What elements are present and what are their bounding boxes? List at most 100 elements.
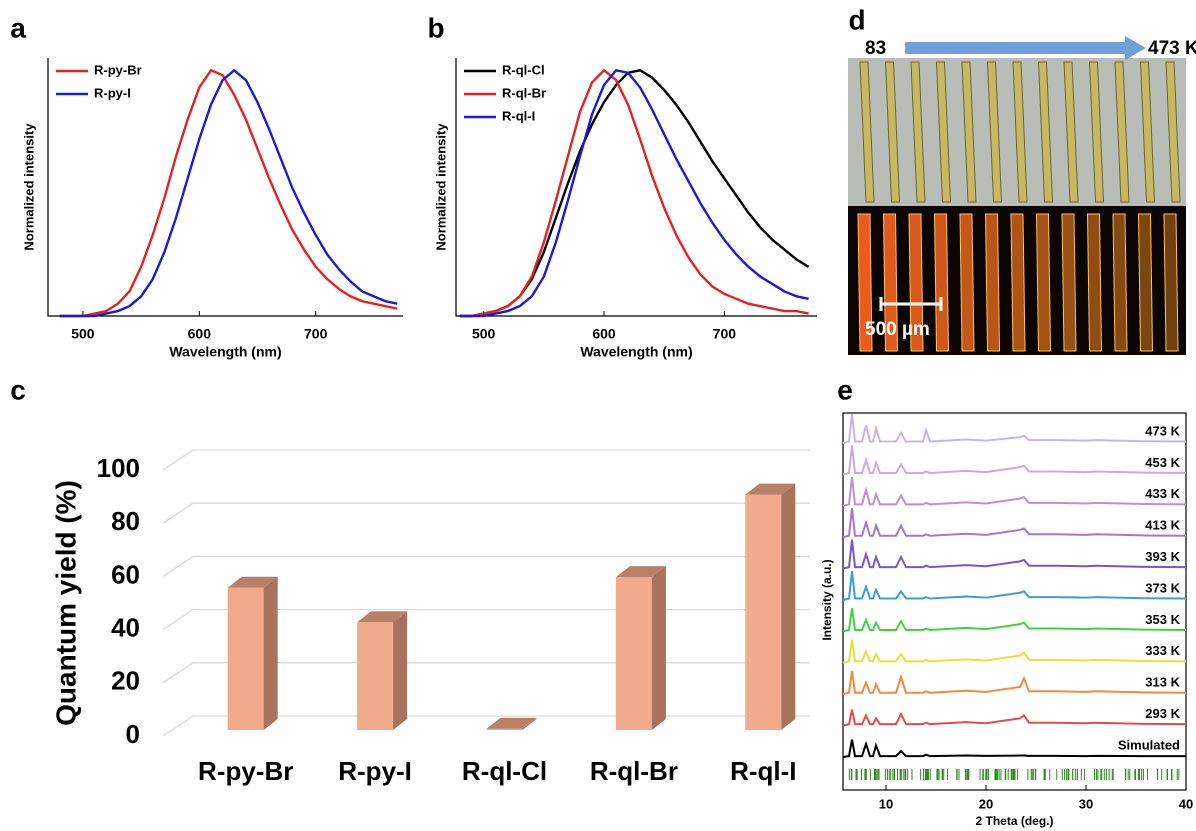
grid-line bbox=[162, 449, 810, 471]
crystal-rod bbox=[1088, 61, 1105, 203]
bar-side bbox=[522, 717, 537, 730]
y-axis-label: Normalized intensity bbox=[21, 123, 36, 251]
panel-label: d bbox=[848, 4, 865, 35]
annotation: 500 µm bbox=[865, 319, 930, 340]
y-tick-label: 20 bbox=[111, 666, 140, 696]
crystal-rod-glow bbox=[1163, 213, 1179, 352]
grid-line bbox=[162, 555, 810, 577]
y-tick-label: 80 bbox=[111, 506, 140, 536]
grid-line bbox=[162, 662, 810, 684]
bar bbox=[615, 577, 652, 730]
legend-label: R-ql-Br bbox=[502, 85, 546, 100]
series-line bbox=[459, 69, 809, 318]
x-tick-label: 600 bbox=[592, 326, 616, 342]
y-tick-label: 60 bbox=[111, 559, 140, 589]
crystal-rod bbox=[986, 61, 1003, 203]
crystal-rod-glow bbox=[1010, 213, 1026, 352]
axes bbox=[455, 58, 817, 317]
series-line bbox=[59, 69, 398, 318]
plot-frame bbox=[842, 412, 1187, 791]
bar-top bbox=[357, 611, 408, 623]
pattern-label: 413 K bbox=[1145, 518, 1180, 533]
photo bbox=[848, 58, 1186, 355]
bar bbox=[227, 587, 264, 730]
bar-side bbox=[263, 576, 278, 730]
pattern-label: 333 K bbox=[1145, 643, 1180, 658]
pattern-line bbox=[842, 539, 1187, 570]
crystal-rod-glow bbox=[1112, 213, 1128, 352]
bar bbox=[486, 728, 523, 730]
legend-label: R-py-I bbox=[94, 85, 131, 100]
legend-label: R-ql-I bbox=[502, 108, 535, 123]
crystal-rod-glow bbox=[1086, 213, 1103, 352]
bar-side bbox=[651, 566, 666, 730]
pattern-line bbox=[842, 413, 1187, 444]
grid-line bbox=[162, 715, 810, 737]
panel-label: e bbox=[837, 374, 853, 405]
crystal-rod bbox=[1012, 61, 1028, 203]
x-axis-label: 2 Theta (deg.) bbox=[975, 814, 1053, 828]
pattern-line bbox=[842, 476, 1187, 507]
pattern-label: 393 K bbox=[1145, 549, 1180, 564]
pattern-line bbox=[842, 508, 1187, 539]
x-axis-label: Wavelength (nm) bbox=[169, 344, 281, 360]
crystal-rod-glow bbox=[1061, 213, 1077, 352]
bar-top bbox=[227, 576, 278, 588]
bar bbox=[745, 494, 782, 730]
crystal-rod bbox=[1063, 61, 1079, 203]
pattern-label: 353 K bbox=[1145, 612, 1180, 627]
pattern-label: 373 K bbox=[1145, 580, 1180, 595]
x-tick-label: 700 bbox=[304, 326, 328, 342]
x-tick-label: R-py-I bbox=[338, 756, 412, 786]
crystal-rod-glow bbox=[984, 213, 1001, 352]
series-line bbox=[459, 69, 809, 318]
crystal-rod-glow bbox=[1035, 213, 1052, 352]
pattern-label: Simulated bbox=[1118, 737, 1180, 752]
grid-line bbox=[162, 502, 810, 524]
x-tick-label: R-ql-I bbox=[730, 756, 796, 786]
pattern-label: 313 K bbox=[1145, 675, 1180, 690]
series-line bbox=[459, 69, 810, 318]
crystal-rod bbox=[884, 61, 901, 203]
pattern-label: 293 K bbox=[1145, 706, 1180, 721]
crystal-rod-glow bbox=[857, 213, 873, 352]
x-tick-label: 700 bbox=[713, 326, 737, 342]
crystal-rod-glow bbox=[933, 213, 950, 352]
annotation: 83 bbox=[865, 38, 886, 59]
crystal-rod bbox=[935, 61, 952, 203]
crystal-rod bbox=[859, 61, 875, 203]
crystal-rod bbox=[1037, 61, 1054, 203]
legend-label: R-py-Br bbox=[94, 62, 142, 77]
x-axis-label: Wavelength (nm) bbox=[580, 344, 692, 360]
x-tick-label: 600 bbox=[188, 326, 212, 342]
bar-top bbox=[615, 566, 666, 578]
x-tick-label: R-ql-Br bbox=[590, 756, 678, 786]
pattern-label: 473 K bbox=[1145, 423, 1180, 438]
grid-line bbox=[162, 608, 810, 631]
annotation: 473 K bbox=[1148, 38, 1196, 59]
crystal-rod-glow bbox=[1137, 213, 1154, 352]
crystal-rod bbox=[910, 61, 926, 203]
pattern-label: 453 K bbox=[1145, 455, 1180, 470]
y-axis-label: Quantum yield (%) bbox=[50, 480, 81, 726]
panel-label: b bbox=[427, 12, 444, 43]
y-axis-label: Intensity (a.u.) bbox=[820, 559, 834, 640]
pattern-label: 433 K bbox=[1145, 486, 1180, 501]
x-tick-label: R-py-Br bbox=[198, 756, 293, 786]
x-tick-label: 40 bbox=[1179, 796, 1193, 811]
temperature-arrow bbox=[905, 36, 1146, 60]
x-tick-label: 10 bbox=[879, 796, 893, 811]
pattern-line bbox=[842, 709, 1187, 727]
x-tick-label: 500 bbox=[472, 326, 496, 342]
x-tick-label: 30 bbox=[1079, 796, 1093, 811]
pattern-line bbox=[842, 639, 1187, 664]
crystal-rod bbox=[961, 61, 977, 203]
crystal-rod bbox=[1165, 61, 1181, 203]
bar bbox=[357, 622, 394, 730]
pattern-line bbox=[842, 445, 1187, 476]
bar-side bbox=[393, 611, 408, 730]
crystal-rod bbox=[1139, 61, 1156, 203]
crystal-rod bbox=[1114, 61, 1130, 203]
bar-side bbox=[781, 483, 796, 730]
